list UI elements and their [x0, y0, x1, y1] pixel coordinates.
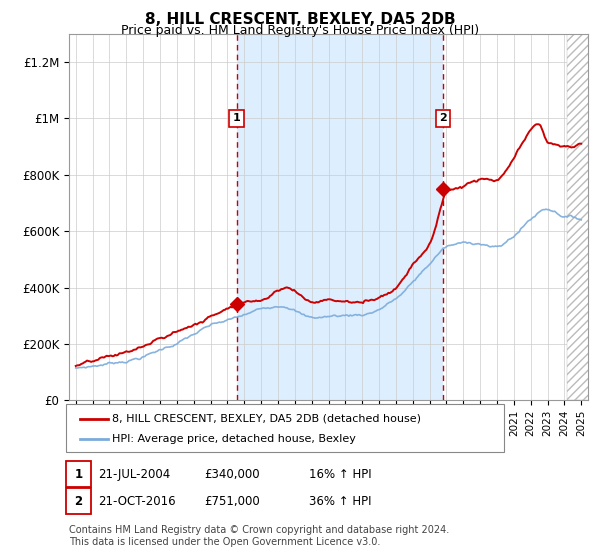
Text: £340,000: £340,000 — [204, 468, 260, 481]
Text: 1: 1 — [74, 468, 83, 481]
Text: £751,000: £751,000 — [204, 494, 260, 508]
Text: Contains HM Land Registry data © Crown copyright and database right 2024.
This d: Contains HM Land Registry data © Crown c… — [69, 525, 449, 547]
Bar — [236, 34, 443, 400]
Text: 36% ↑ HPI: 36% ↑ HPI — [309, 494, 371, 508]
Text: 21-OCT-2016: 21-OCT-2016 — [98, 494, 175, 508]
Text: 1: 1 — [233, 113, 241, 123]
Text: Price paid vs. HM Land Registry's House Price Index (HPI): Price paid vs. HM Land Registry's House … — [121, 24, 479, 36]
Text: 21-JUL-2004: 21-JUL-2004 — [98, 468, 170, 481]
Text: 2: 2 — [74, 494, 83, 508]
Text: HPI: Average price, detached house, Bexley: HPI: Average price, detached house, Bexl… — [112, 433, 356, 444]
Text: 8, HILL CRESCENT, BEXLEY, DA5 2DB: 8, HILL CRESCENT, BEXLEY, DA5 2DB — [145, 12, 455, 27]
Text: 8, HILL CRESCENT, BEXLEY, DA5 2DB (detached house): 8, HILL CRESCENT, BEXLEY, DA5 2DB (detac… — [112, 414, 421, 424]
Bar — [567, 34, 590, 400]
Text: 2: 2 — [439, 113, 447, 123]
Text: 16% ↑ HPI: 16% ↑ HPI — [309, 468, 371, 481]
